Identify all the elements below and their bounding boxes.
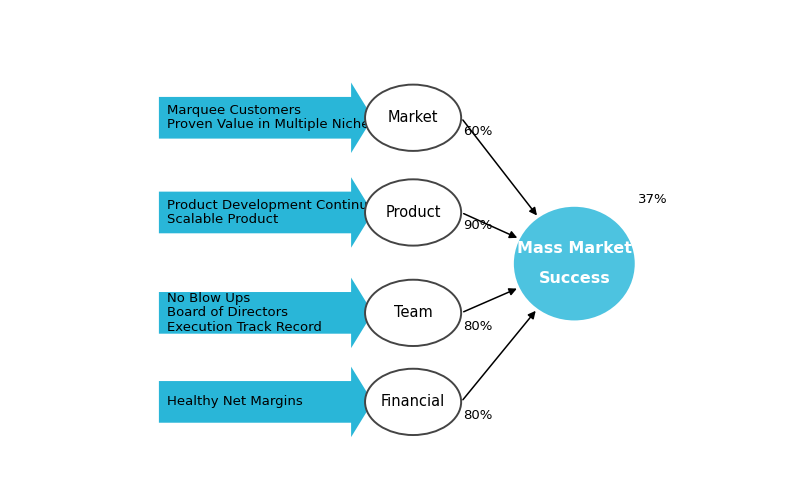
Text: 90%: 90% — [462, 219, 492, 232]
Text: 80%: 80% — [462, 409, 492, 422]
Ellipse shape — [365, 369, 461, 435]
Text: Success: Success — [538, 271, 610, 286]
Text: Mass Market: Mass Market — [517, 241, 632, 256]
Text: 37%: 37% — [638, 193, 667, 206]
Polygon shape — [159, 367, 373, 437]
Text: Financial: Financial — [381, 395, 446, 409]
Text: Board of Directors: Board of Directors — [167, 307, 288, 319]
Text: Marquee Customers: Marquee Customers — [167, 104, 301, 117]
Text: Team: Team — [394, 306, 433, 320]
Ellipse shape — [514, 207, 634, 320]
Polygon shape — [159, 177, 373, 247]
Text: 80%: 80% — [462, 320, 492, 333]
Text: 60%: 60% — [462, 124, 492, 138]
Text: Product Development Continuity: Product Development Continuity — [167, 199, 385, 212]
Text: Scalable Product: Scalable Product — [167, 213, 278, 226]
Text: Market: Market — [388, 110, 438, 125]
Ellipse shape — [365, 179, 461, 246]
Text: Execution Track Record: Execution Track Record — [167, 321, 322, 334]
Polygon shape — [159, 277, 373, 348]
Text: Healthy Net Margins: Healthy Net Margins — [167, 396, 302, 408]
Text: No Blow Ups: No Blow Ups — [167, 292, 250, 305]
Text: Proven Value in Multiple Niches: Proven Value in Multiple Niches — [167, 119, 376, 131]
Text: Product: Product — [386, 205, 441, 220]
Polygon shape — [159, 83, 373, 153]
Ellipse shape — [365, 85, 461, 151]
Ellipse shape — [365, 280, 461, 346]
